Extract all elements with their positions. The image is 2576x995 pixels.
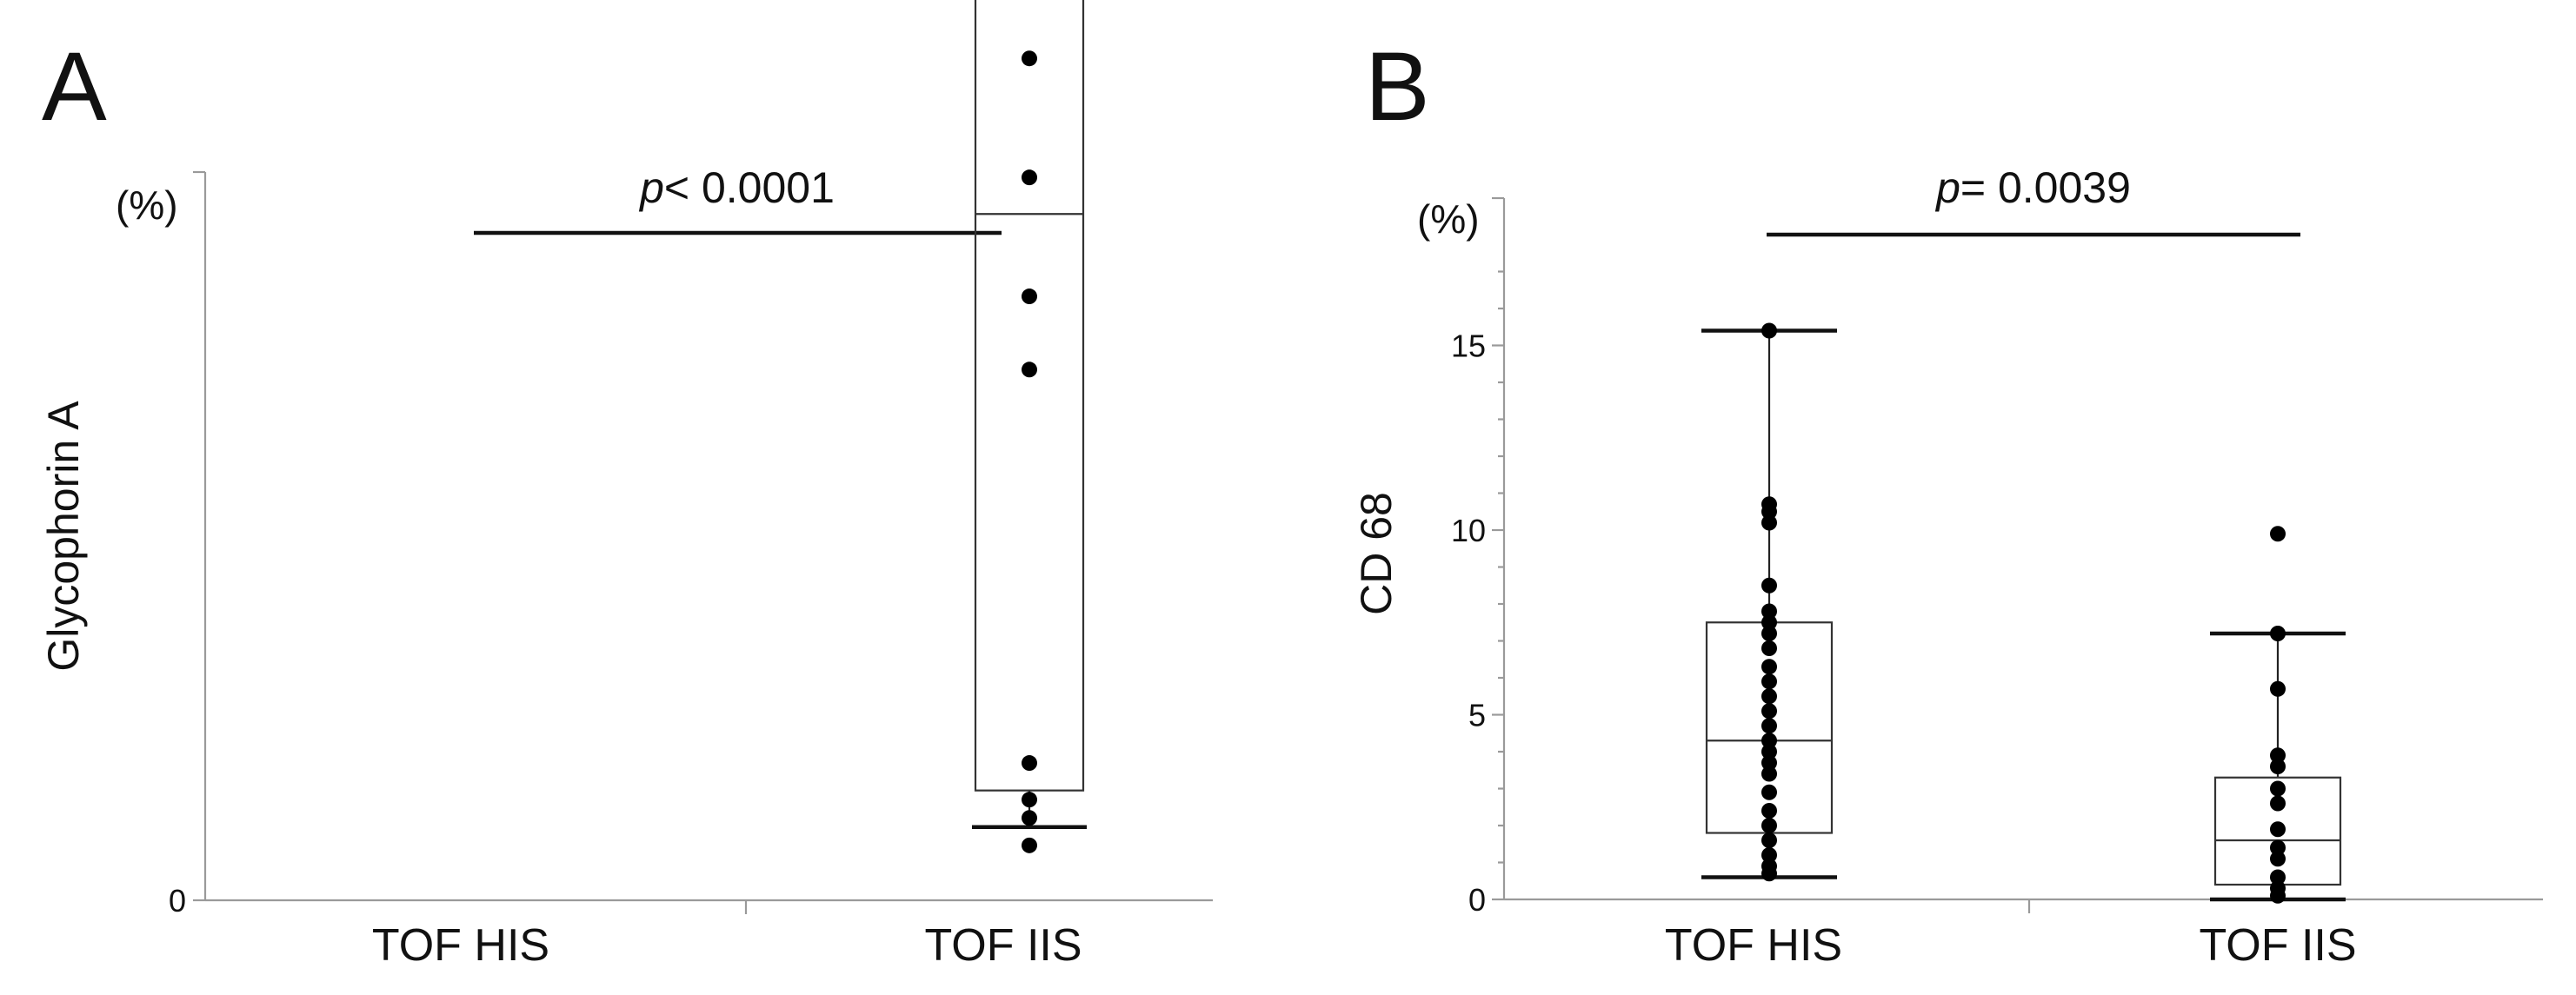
panel-a: A010203040506070(%)Glycophorin Ap< 0.000… [39, 0, 1213, 971]
data-point [1761, 847, 1777, 863]
data-point [2270, 780, 2286, 797]
p-value-text: = 0.0039 [1960, 163, 2131, 212]
data-point [1761, 603, 1777, 620]
p-value-symbol: p [1934, 163, 1960, 212]
data-point [2270, 869, 2286, 886]
data-point [1761, 626, 1777, 641]
p-value-text: < 0.0001 [664, 163, 835, 212]
box-group-tof-iis [2210, 526, 2346, 904]
y-axis-title: CD 68 [1352, 492, 1401, 615]
data-point [2270, 747, 2286, 764]
y-unit-label: (%) [116, 182, 178, 228]
data-point [1022, 362, 1037, 378]
data-point [2270, 887, 2286, 904]
data-point [1022, 169, 1037, 186]
x-category-label: TOF IIS [2199, 920, 2356, 971]
data-point [1022, 792, 1037, 808]
data-point [2270, 821, 2286, 838]
data-point [1761, 688, 1777, 705]
p-value-label: p< 0.0001 [638, 163, 835, 212]
data-point [1761, 866, 1777, 882]
data-point [1761, 577, 1777, 594]
y-tick-label: 10 [1451, 513, 1486, 548]
box-group-tof-iis [972, 0, 1087, 853]
box-group-tof-his [1701, 322, 1837, 882]
y-tick-label: 15 [1451, 328, 1486, 364]
data-point [2270, 526, 2286, 542]
x-category-label: TOF IIS [924, 920, 1082, 971]
data-point [1761, 718, 1777, 734]
data-point [2270, 839, 2286, 856]
data-point [1022, 755, 1037, 772]
data-point [1761, 818, 1777, 833]
data-point [1761, 744, 1777, 760]
data-point [1022, 810, 1037, 826]
data-point [1761, 733, 1777, 749]
data-point [2270, 680, 2286, 697]
y-tick-label: 0 [169, 883, 186, 919]
data-point [1761, 754, 1777, 771]
y-tick-label: 5 [1468, 698, 1486, 733]
data-point [1761, 614, 1777, 631]
y-tick-label: 10 [151, 0, 186, 3]
data-point [2270, 795, 2286, 812]
data-point [1761, 766, 1777, 782]
data-point [1761, 803, 1777, 819]
data-point [2270, 851, 2286, 867]
panel-label: A [42, 32, 107, 141]
data-point [1022, 837, 1037, 853]
data-point [1022, 289, 1037, 305]
iqr-box [974, 0, 1085, 792]
panel-b: B 0 5 10 15 (%) CD 68 p= 0.0039 TOF HIS TOF IIS [1352, 32, 2543, 971]
data-point [1761, 832, 1777, 848]
x-category-label: TOF HIS [1665, 920, 1842, 971]
data-point [1761, 673, 1777, 690]
y-unit-label: (%) [1417, 196, 1480, 242]
data-point [2270, 759, 2286, 774]
data-point [1761, 640, 1777, 656]
data-point [1761, 703, 1777, 720]
data-point [1022, 50, 1037, 67]
y-axis-title: Glycophorin A [39, 401, 88, 672]
p-value-symbol: p [638, 163, 664, 212]
data-point [1761, 322, 1777, 339]
data-point [2270, 626, 2286, 641]
data-point [1761, 659, 1777, 675]
y-tick-label: 0 [1468, 882, 1486, 918]
x-category-label: TOF HIS [372, 920, 549, 971]
data-point [1761, 514, 1777, 531]
panel-label: B [1365, 32, 1430, 141]
p-value-label: p= 0.0039 [1934, 163, 2131, 212]
data-point [1761, 784, 1777, 800]
data-point [1761, 503, 1777, 520]
